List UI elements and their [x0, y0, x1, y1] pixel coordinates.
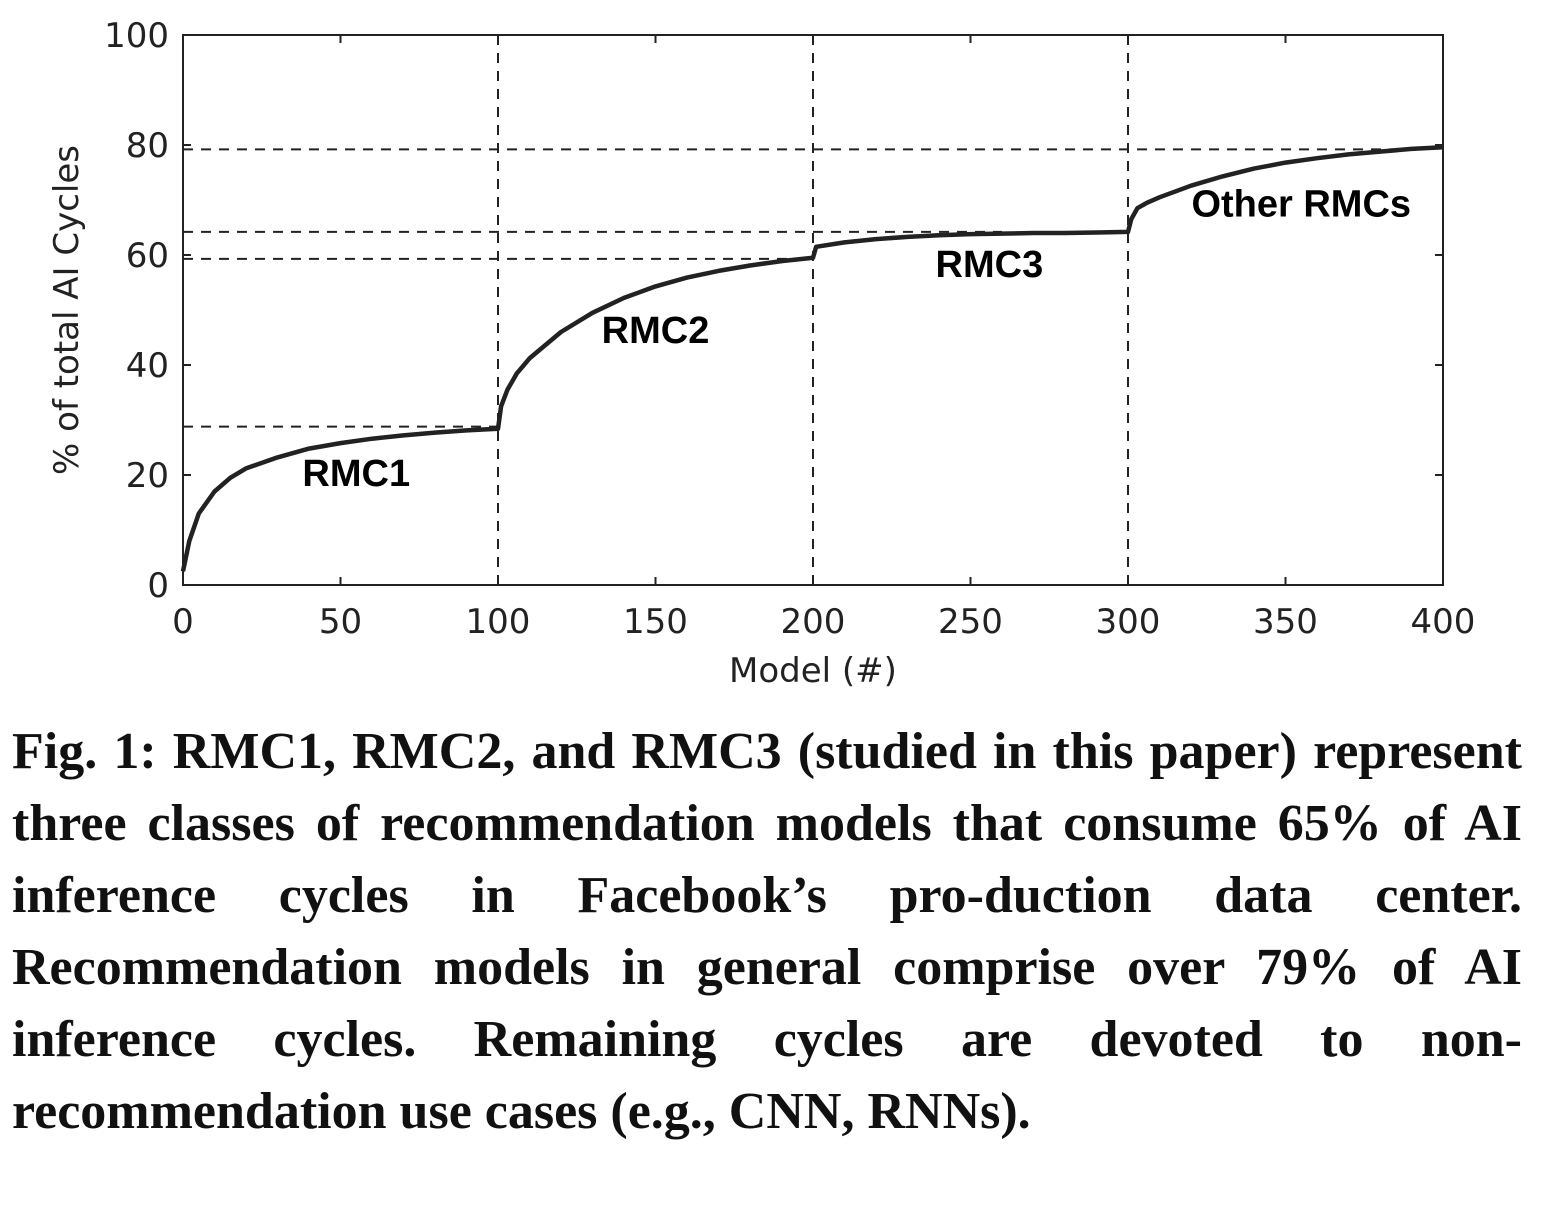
- region-labels: RMC1 RMC2 RMC3 Other RMCs: [302, 184, 1411, 496]
- plot-frame: [182, 34, 1444, 586]
- y-tick-label: 60: [126, 236, 169, 276]
- y-tick-label: 20: [126, 456, 169, 496]
- x-tick-label: 300: [1096, 602, 1161, 642]
- x-tick-label: 400: [1411, 602, 1476, 642]
- figure-caption: Fig. 1: RMC1, RMC2, and RMC3 (studied in…: [12, 723, 1522, 1140]
- x-tick-label: 350: [1253, 602, 1318, 642]
- x-axis-title: Model (#): [729, 651, 897, 691]
- y-axis-title: % of total AI Cycles: [47, 145, 87, 475]
- region-label-rmc1: RMC1: [302, 453, 410, 495]
- tick-labels: 0 50 100 150 200 250 300 350 400 0 20 40 60 80 100: [104, 16, 1475, 642]
- x-tick-label: 250: [938, 602, 1003, 642]
- region-label-rmc2: RMC2: [602, 310, 710, 352]
- x-tick-label: 100: [466, 602, 531, 642]
- x-tick-label: 50: [319, 602, 362, 642]
- cumulative-cycles-line: [180, 144, 1444, 572]
- y-tick-label: 80: [126, 126, 169, 166]
- region-label-rmc3: RMC3: [936, 244, 1044, 286]
- y-tick-label: 40: [126, 346, 169, 386]
- region-label-other-rmcs: Other RMCs: [1191, 184, 1411, 226]
- x-tick-label: 150: [623, 602, 688, 642]
- reference-lines: [183, 35, 1412, 585]
- chart: 0 50 100 150 200 250 300 350 400 0 20 40 60 80 100 RMC…: [47, 16, 1475, 691]
- y-tick-label: 0: [147, 566, 169, 606]
- x-tick-label: 200: [781, 602, 846, 642]
- y-tick-label: 100: [104, 16, 169, 56]
- x-tick-label: 0: [172, 602, 194, 642]
